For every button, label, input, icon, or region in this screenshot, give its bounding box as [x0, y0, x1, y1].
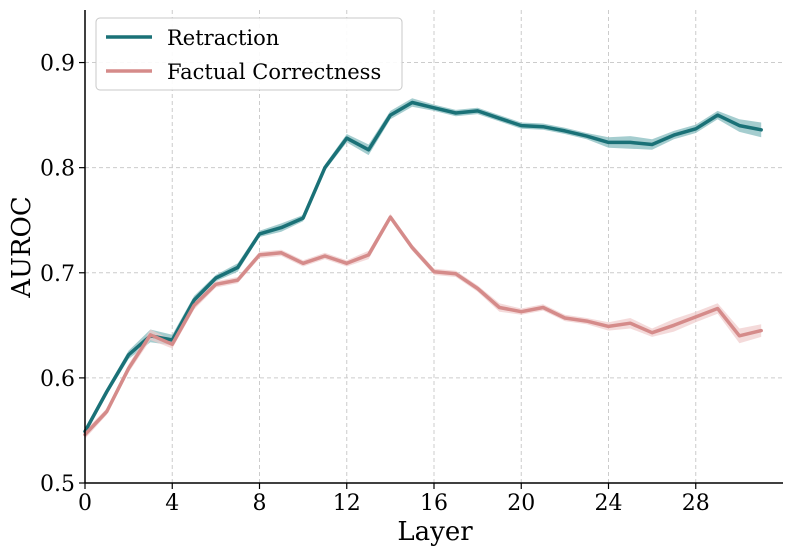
legend-box	[95, 17, 403, 91]
y-axis-label: AUROC	[7, 196, 37, 298]
x-tick-label: 12	[333, 491, 361, 516]
legend: Retraction Factual Correctness	[95, 17, 403, 91]
y-tick-label: 0.6	[40, 367, 75, 392]
tick-labels: 0 4 8 12 16 20 24 28 0.5 0.6 0.7 0.8 0.9	[40, 52, 710, 516]
x-tick-label: 16	[420, 491, 448, 516]
y-tick-label: 0.7	[40, 262, 75, 287]
legend-label-factual-correctness: Factual Correctness	[167, 60, 381, 84]
line-retraction	[83, 100, 763, 434]
confidence-bands	[85, 98, 762, 439]
band-retraction	[85, 98, 762, 435]
y-tick-label: 0.9	[40, 52, 75, 77]
line-factual-correctness	[83, 215, 763, 437]
x-tick-label: 0	[78, 491, 92, 516]
legend-label-retraction: Retraction	[167, 26, 279, 50]
grid	[85, 10, 783, 483]
x-tick-label: 4	[165, 491, 179, 516]
series-lines	[83, 100, 763, 437]
y-tick-label: 0.5	[40, 472, 75, 497]
x-tick-label: 28	[682, 491, 710, 516]
x-tick-label: 24	[595, 491, 623, 516]
x-tick-label: 8	[253, 491, 267, 516]
x-tick-label: 20	[507, 491, 535, 516]
x-axis-label: Layer	[397, 517, 473, 547]
y-tick-label: 0.8	[40, 157, 75, 182]
band-factual-correctness	[85, 213, 762, 439]
